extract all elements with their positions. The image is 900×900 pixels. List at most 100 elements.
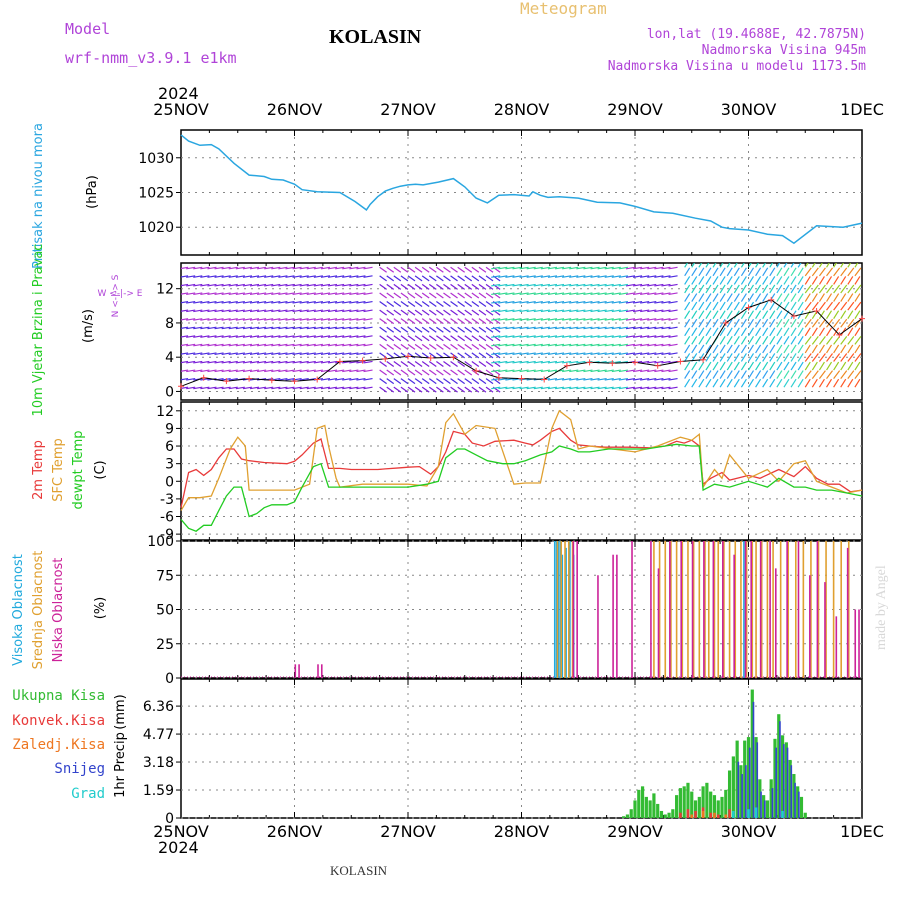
wind-arrow: [257, 335, 267, 338]
wind-arrow: [726, 263, 731, 268]
wind-arrow: [554, 292, 565, 296]
wind-arrow: [790, 276, 797, 285]
wind-arrow: [640, 283, 650, 287]
wind-arrow: [193, 360, 203, 364]
precip-snow-bar: [775, 747, 777, 818]
wind-arrow: [491, 283, 501, 287]
wind-arrow: [654, 275, 664, 278]
wind-arrow: [349, 292, 359, 296]
wind-arrow: [611, 352, 621, 355]
wind-arrow: [207, 369, 217, 373]
wind-arrow: [719, 378, 726, 388]
wind-arrow: [421, 283, 430, 290]
wind-arrow: [769, 276, 776, 285]
wind-arrow: [485, 343, 494, 350]
wind-arrow: [611, 309, 621, 313]
wind-arrow: [285, 283, 295, 287]
wind-arrow: [804, 370, 812, 379]
wind-arrow: [733, 310, 740, 319]
wind-arrow: [811, 284, 819, 294]
wind-arrow: [590, 378, 600, 381]
wind-arrow: [313, 335, 323, 338]
wind-arrow: [200, 360, 210, 364]
wind-arrow: [562, 309, 572, 313]
wind-arrow: [818, 370, 826, 379]
wind-arrow: [421, 309, 430, 316]
wind-arrow: [797, 318, 804, 328]
wind-arrow: [705, 263, 710, 268]
wind-arrow: [712, 276, 719, 285]
wind-arrow: [597, 343, 607, 347]
wind-arrow: [769, 378, 776, 388]
wind-arrow: [719, 318, 726, 328]
wind-arrow: [661, 335, 671, 338]
wind-arrow: [285, 343, 295, 347]
wind-arrow: [457, 283, 466, 290]
wind-arrow: [200, 309, 210, 313]
wind-arrow: [783, 263, 788, 268]
wind-arrow: [698, 318, 705, 328]
wind-arrow: [299, 275, 309, 278]
wind-arrow: [840, 267, 848, 277]
wind-arrow: [576, 378, 586, 381]
wind-arrow: [471, 352, 480, 359]
wind-arrow: [661, 386, 671, 390]
wind-arrow: [181, 292, 189, 295]
precip-total-bar: [754, 737, 758, 818]
wind-arrow: [698, 336, 705, 345]
wind-arrow: [214, 318, 224, 321]
wind-arrow: [313, 352, 323, 355]
wind-arrow: [611, 266, 621, 270]
wind-arrow: [804, 327, 811, 337]
wind-arrow: [811, 335, 819, 345]
wind-arrow: [299, 386, 309, 390]
wind-arrow: [790, 263, 795, 268]
wind-arrow: [505, 300, 515, 304]
wind-arrow: [278, 369, 288, 373]
wind-arrow: [249, 283, 260, 287]
wind-arrow: [407, 292, 416, 299]
wind-arrow: [712, 293, 719, 302]
precip-total-bar: [690, 791, 694, 818]
wind-arrow: [306, 326, 316, 330]
wind-arrow: [214, 266, 224, 270]
wind-arrow: [363, 335, 373, 338]
wind-arrow: [207, 386, 217, 390]
wind-arrow: [407, 369, 416, 376]
wind-arrow: [712, 353, 719, 362]
wind-arrow: [349, 360, 359, 364]
precip-snow-bar: [760, 791, 762, 818]
wind-arrow: [840, 293, 847, 302]
wind-arrow: [471, 318, 480, 325]
wind-arrow: [264, 300, 274, 304]
wind-arrow: [443, 318, 451, 325]
wind-arrow: [249, 360, 260, 364]
wind-arrow: [428, 352, 437, 359]
wind-arrow: [840, 310, 847, 319]
wind-arrow: [604, 283, 614, 287]
wind-arrow: [386, 318, 395, 325]
wind-arrow: [705, 336, 712, 345]
wind-arrow: [428, 283, 437, 290]
wind-arrow: [478, 352, 487, 359]
wind-arrow: [769, 327, 776, 337]
wind-speed-point: [768, 296, 775, 303]
wind-arrow: [719, 310, 726, 319]
wind-arrow: [647, 378, 657, 381]
wind-arrow: [512, 343, 522, 347]
wind-speed-point: [790, 313, 797, 320]
wind-arrow: [705, 276, 712, 285]
wind-arrow: [181, 360, 189, 364]
wind-arrow: [471, 386, 480, 393]
wind-arrow: [705, 344, 712, 354]
wind-arrow: [478, 283, 487, 290]
wind-arrow: [762, 370, 769, 379]
wind-arrow: [562, 386, 572, 390]
wind-arrow: [249, 309, 260, 313]
wind-arrow: [755, 310, 762, 319]
wind-arrow: [200, 335, 210, 338]
wind-arrow: [186, 360, 196, 364]
wind-arrow: [554, 343, 565, 347]
wind-arrow: [505, 292, 515, 296]
precip-unit: (mm): [113, 694, 128, 729]
